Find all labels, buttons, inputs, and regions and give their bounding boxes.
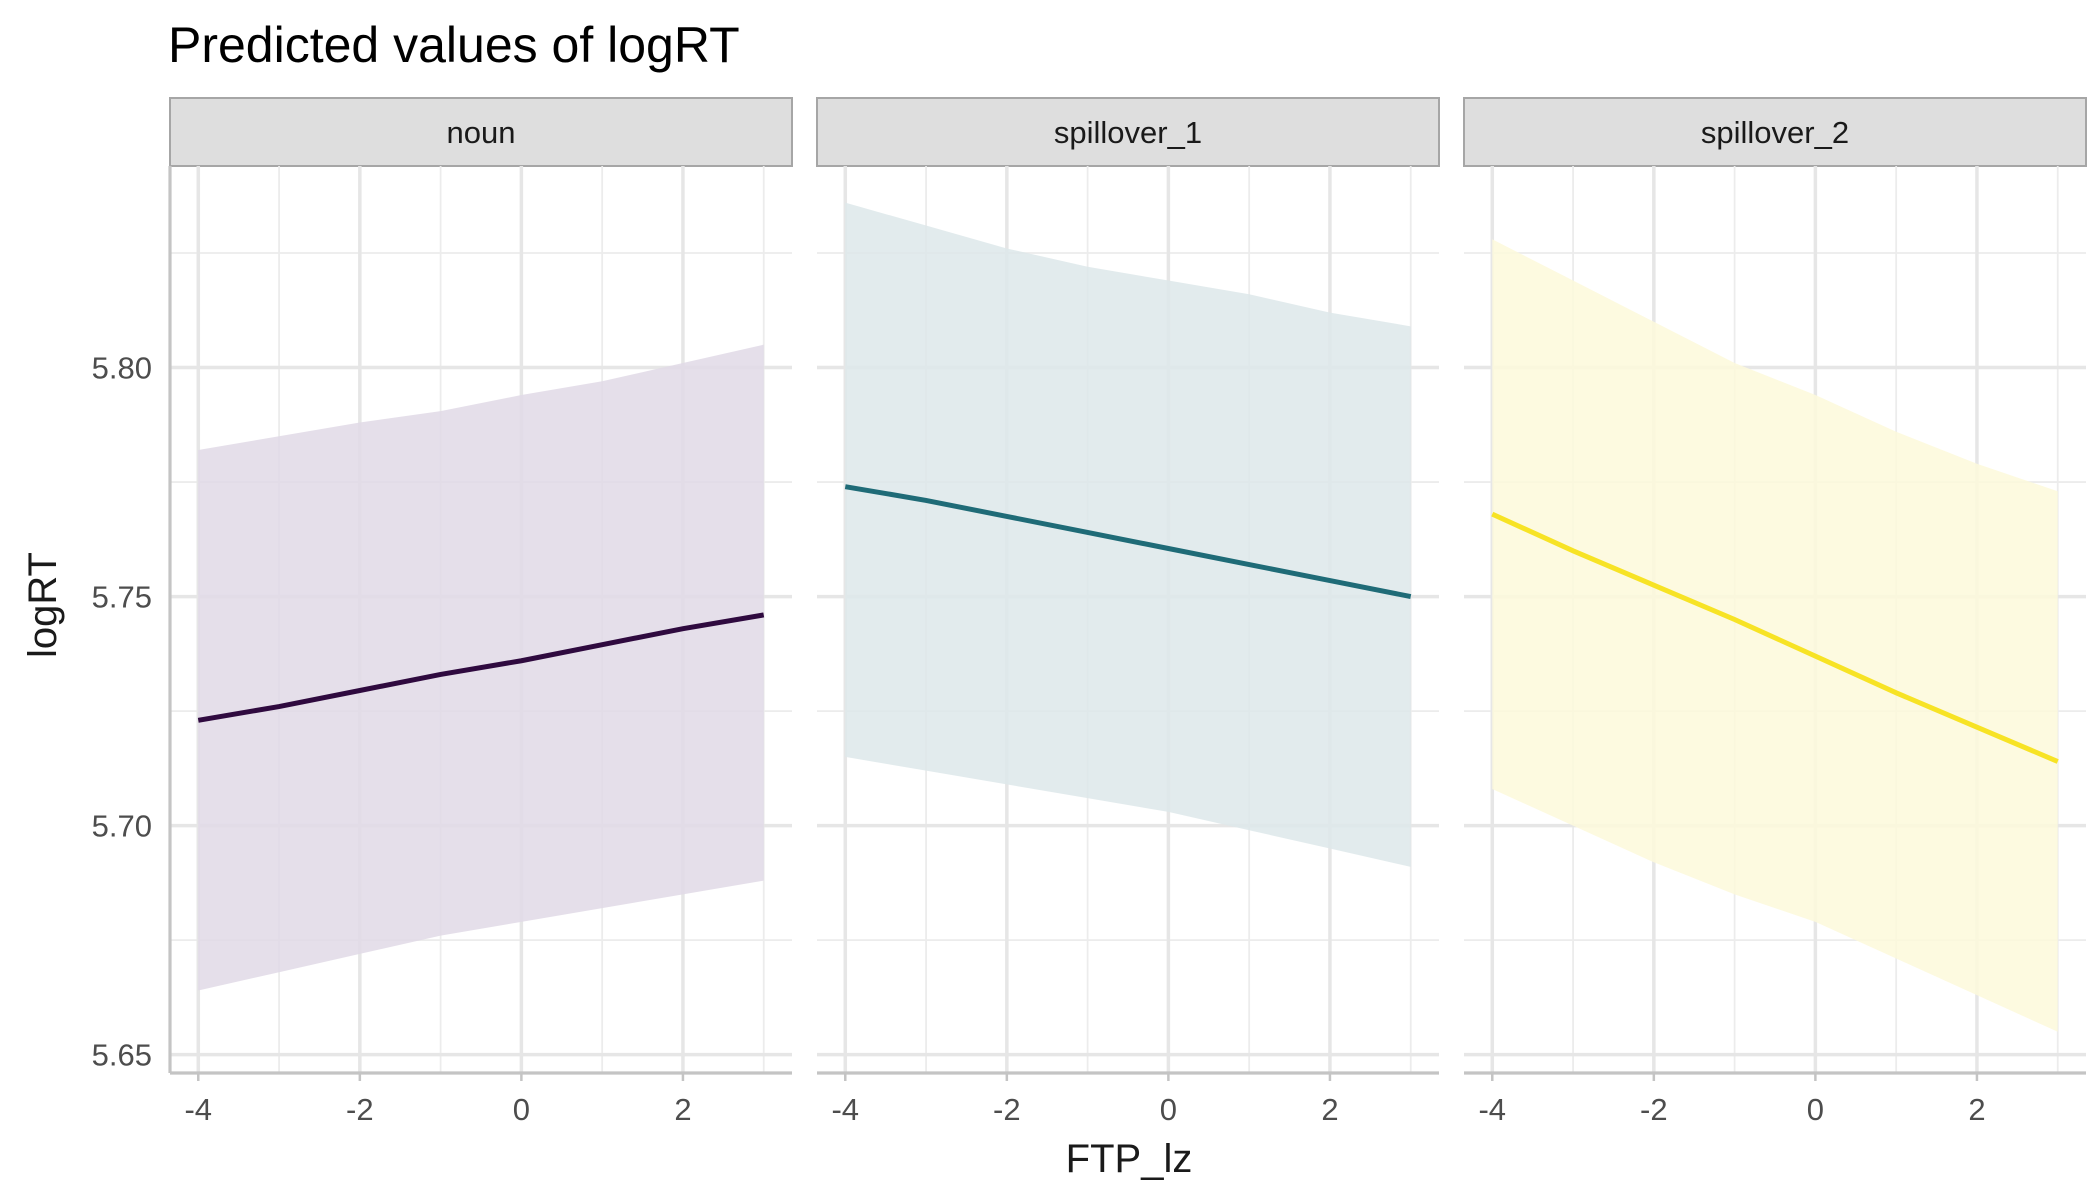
x-tick-label: -2	[993, 1092, 1021, 1127]
facet-strip	[816, 97, 1440, 167]
x-tick-label: 2	[1968, 1092, 1985, 1127]
x-tick-label: 0	[1807, 1092, 1824, 1127]
y-tick-label: 5.70	[92, 809, 152, 844]
y-tick-label: 5.75	[92, 580, 152, 615]
x-axis-title: FTP_lz	[1066, 1137, 1193, 1181]
x-tick-label: -4	[831, 1092, 859, 1127]
y-axis-title: logRT	[21, 552, 65, 658]
y-tick-label: 5.65	[92, 1038, 152, 1073]
x-tick-label: 2	[1321, 1092, 1338, 1127]
prediction-line	[1491, 511, 2059, 764]
facet-strip	[1463, 97, 2087, 167]
prediction-line	[844, 484, 1412, 600]
y-tick-label: 5.80	[92, 351, 152, 386]
confidence-band	[845, 202, 1411, 867]
facet-strip-label: noun	[447, 115, 516, 150]
x-tick-label: -2	[346, 1092, 374, 1127]
prediction-line	[197, 612, 765, 723]
facet-panel: noun -4 -2 0 2	[168, 97, 793, 1127]
x-tick-label: 2	[674, 1092, 691, 1127]
facet-panel: spillover_1 -4 -2 0 2	[816, 97, 1440, 1127]
facet-strip-label: spillover_2	[1701, 115, 1849, 150]
facet-panels: noun -4 -2 0 2 spillover_1 -4 -2 0 2 spillover_2 -4…	[168, 97, 2087, 1127]
facet-strip-label: spillover_1	[1054, 115, 1202, 150]
x-tick-label: -2	[1640, 1092, 1668, 1127]
facet-panel: spillover_2 -4 -2 0 2	[1463, 97, 2087, 1127]
x-tick-label: -4	[1478, 1092, 1506, 1127]
chart-title: Predicted values of logRT	[168, 17, 740, 73]
x-tick-label: 0	[1160, 1092, 1177, 1127]
x-tick-label: 0	[513, 1092, 530, 1127]
x-tick-label: -4	[184, 1092, 212, 1127]
y-axis-tick-labels: 5.65 5.70 5.75 5.80	[92, 351, 152, 1073]
facet-strip	[169, 97, 793, 167]
